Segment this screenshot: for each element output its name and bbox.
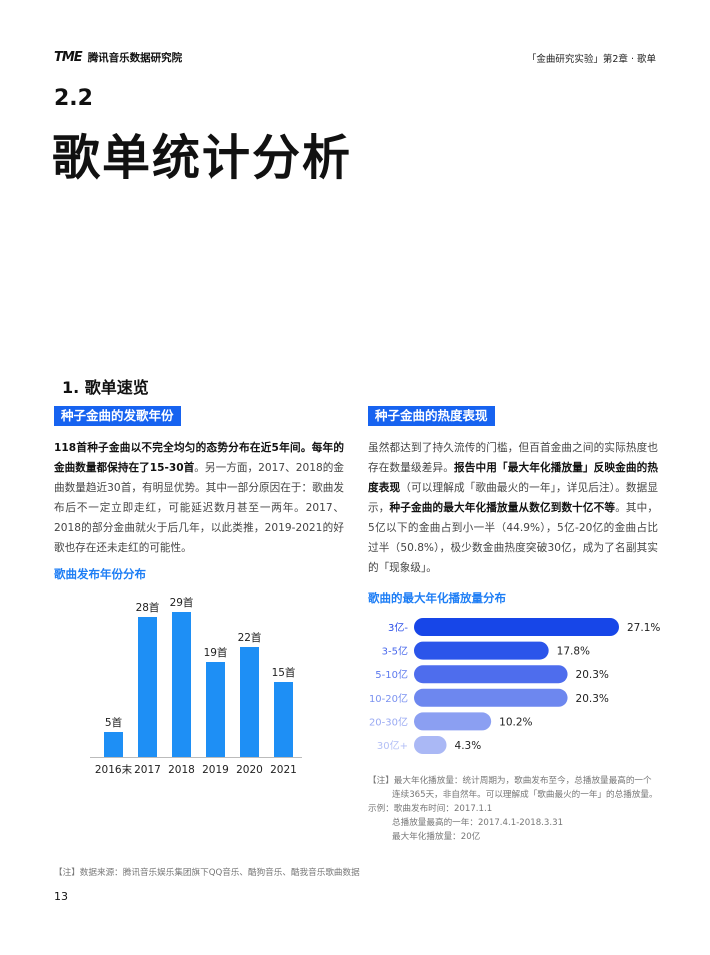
heat-value-label: 20.3%: [576, 693, 609, 705]
heat-category-label: 3亿-: [388, 621, 408, 634]
left-paragraph: 118首种子金曲以不完全均匀的态势分布在近5年间。每年的金曲数量都保持在了15-…: [54, 438, 344, 558]
footer-source-note: 【注】数据来源：腾讯音乐娱乐集团旗下QQ音乐、酷狗音乐、酷我音乐歌曲数据: [54, 868, 360, 878]
year-bar-label: 22首: [238, 631, 262, 644]
heat-bar: [414, 712, 492, 731]
year-tick-label: 2019: [202, 764, 229, 776]
year-bar: [240, 647, 259, 757]
year-bar-label: 5首: [105, 716, 122, 729]
heat-chart-title: 歌曲的最大年化播放量分布: [368, 591, 506, 605]
year-bar-label: 15首: [272, 666, 296, 679]
year-bar: [206, 662, 225, 757]
pill-heat: 种子金曲的热度表现: [368, 406, 495, 426]
heat-category-label: 30亿+: [377, 739, 408, 752]
year-bar: [172, 612, 191, 757]
left-para-bold: 118首种子金曲以不完全均匀的态势分布在近5年间。每年的金曲数量都保持在了15-…: [54, 442, 344, 474]
section-number: 2.2: [54, 86, 93, 111]
heat-category-label: 3-5亿: [382, 645, 408, 658]
heat-bar-chart: 3亿- 27.1% 3-5亿 17.8% 5-10亿 20.3% 10-20亿 20.3% 20…: [369, 618, 660, 754]
year-bar: [104, 732, 123, 757]
year-bar-label: 29首: [170, 596, 194, 609]
right-para-bold-1: 报告中用「最大年化播放量」反映金曲的热度表现: [368, 462, 659, 494]
header-breadcrumb: 「金曲研究实验」第2章 · 歌单: [526, 54, 656, 65]
subheading: 1. 歌单速览: [62, 378, 149, 397]
right-para-bold-2: 种子金曲的最大年化播放量从数亿到数十亿不等: [389, 502, 616, 514]
heat-category-label: 20-30亿: [369, 715, 408, 728]
year-tick-label: 2021: [270, 764, 297, 776]
heat-value-label: 17.8%: [557, 646, 590, 658]
year-bar-label: 19首: [204, 646, 228, 659]
year-chart-title: 歌曲发布年份分布: [54, 567, 146, 581]
year-tick-label: 2016末: [95, 763, 133, 776]
right-paragraph: 虽然都达到了持久流传的门槛，但百首金曲之间的实际热度也存在数量级差异。报告中用「…: [368, 438, 658, 578]
example-line-1: 示例：歌曲发布时间：2017.1.1: [368, 804, 493, 814]
right-para-2: （可以理解成「歌曲最火的一年」，详见后注）。数据显示，: [368, 482, 659, 514]
header-logo: TME 腾讯音乐数据研究院: [54, 50, 182, 65]
heat-bar: [414, 618, 619, 636]
year-tick-label: 2020: [236, 764, 263, 776]
note-line-2: 连续365天，非自然年。可以理解成「歌曲最火的一年」的总播放量。: [392, 790, 658, 800]
heat-value-label: 27.1%: [627, 622, 660, 634]
heat-value-label: 20.3%: [576, 669, 609, 681]
heat-bar: [414, 641, 549, 660]
heat-bar: [414, 665, 568, 684]
year-bar: [274, 682, 293, 757]
tme-logo-mark: TME: [54, 50, 83, 65]
year-bar-label: 28首: [136, 601, 160, 614]
left-para-rest: 。另一方面，2017、2018的金曲数量趋近30首，有明显优势。其中一部分原因在…: [54, 462, 344, 554]
note-line-1: 【注】最大年化播放量：统计周期为，歌曲发布至今，总播放量最高的一个: [368, 776, 652, 786]
pill-release-year: 种子金曲的发歌年份: [54, 406, 181, 426]
heat-category-label: 10-20亿: [369, 692, 408, 705]
example-line-3: 最大年化播放量：20亿: [392, 832, 481, 842]
section-title: 歌单统计分析: [52, 130, 353, 186]
heat-value-label: 4.3%: [455, 740, 482, 752]
heat-category-label: 5-10亿: [375, 668, 408, 681]
right-para-1: 虽然都达到了持久流传的门槛，但百首金曲之间的实际热度也存在数量级差异。: [368, 442, 658, 474]
heat-note: 【注】最大年化播放量：统计周期为，歌曲发布至今，总播放量最高的一个 连续365天…: [368, 774, 668, 844]
year-tick-label: 2017: [134, 764, 161, 776]
page-number: 13: [54, 890, 68, 903]
org-name: 腾讯音乐数据研究院: [87, 52, 183, 64]
year-bar: [138, 617, 157, 757]
heat-bar: [414, 736, 447, 754]
year-tick-label: 2018: [168, 764, 195, 776]
heat-bar: [414, 688, 568, 707]
example-line-2: 总播放量最高的一年：2017.4.1-2018.3.31: [392, 818, 564, 828]
heat-value-label: 10.2%: [499, 716, 532, 728]
year-bar-chart: 5首 2016末 28首 2017 29首 2018 19首 2019 22首 2020 15首 20…: [90, 596, 302, 776]
right-para-3: 。其中，5亿以下的金曲占到小一半（44.9%），5亿-20亿的金曲占比过半（50…: [368, 502, 659, 574]
